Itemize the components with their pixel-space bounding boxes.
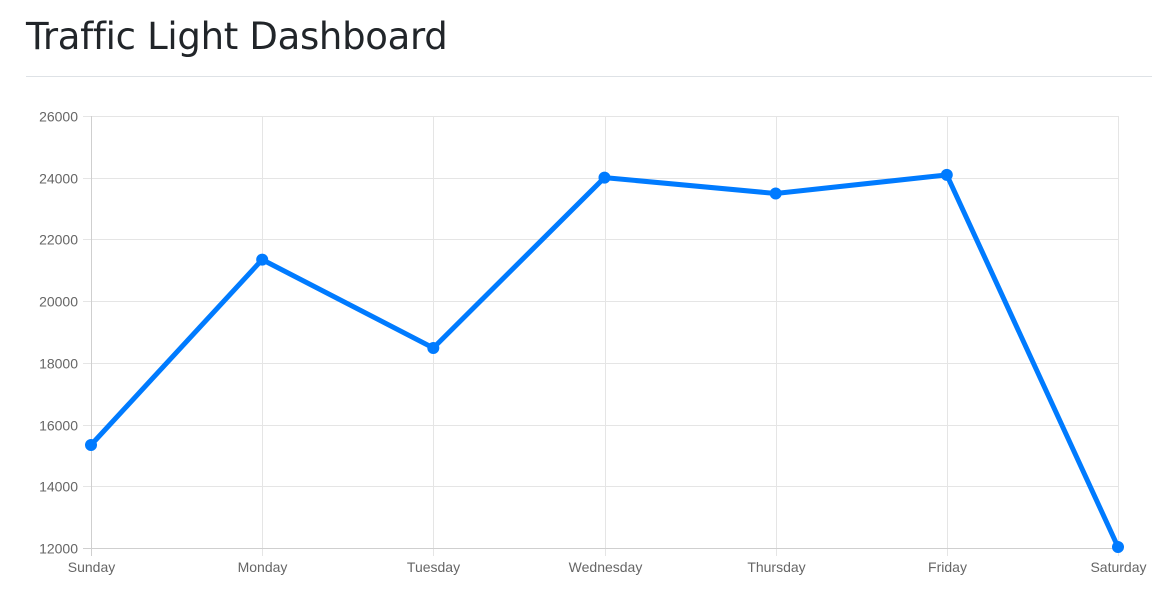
x-tick-label: Friday (928, 559, 967, 575)
y-tick-label: 16000 (39, 418, 78, 434)
data-point[interactable] (427, 342, 440, 354)
x-tick-label: Monday (238, 559, 288, 575)
data-point[interactable] (1112, 541, 1124, 553)
data-point[interactable] (940, 168, 953, 181)
x-tick-label: Wednesday (569, 559, 643, 575)
x-tick-label: Tuesday (407, 559, 460, 575)
series (85, 168, 1124, 553)
y-tick-labels: 12000 14000 16000 18000 20000 22000 24000 26000 (39, 109, 78, 557)
data-point[interactable] (769, 187, 782, 200)
y-tick-label: 12000 (39, 541, 78, 557)
y-tick-label: 18000 (39, 356, 78, 372)
x-tick-label: Thursday (747, 559, 805, 575)
y-tick-label: 20000 (39, 294, 78, 310)
x-tick-label: Sunday (68, 559, 115, 575)
y-tick-label: 22000 (39, 232, 78, 248)
page-title: Traffic Light Dashboard (26, 15, 448, 58)
data-point[interactable] (598, 171, 611, 184)
x-tick-labels: Sunday Monday Tuesday Wednesday Thursday Frid… (68, 559, 1147, 575)
y-tick-label: 14000 (39, 479, 78, 495)
data-point[interactable] (256, 253, 269, 266)
x-tick-label: Saturday (1090, 559, 1146, 575)
y-tick-label: 26000 (39, 109, 78, 125)
y-tick-label: 24000 (39, 171, 78, 187)
series-line (88, 172, 1121, 550)
title-divider (26, 76, 1152, 77)
series-group (85, 168, 1124, 553)
data-point[interactable] (85, 439, 97, 451)
axes (83, 116, 1118, 556)
